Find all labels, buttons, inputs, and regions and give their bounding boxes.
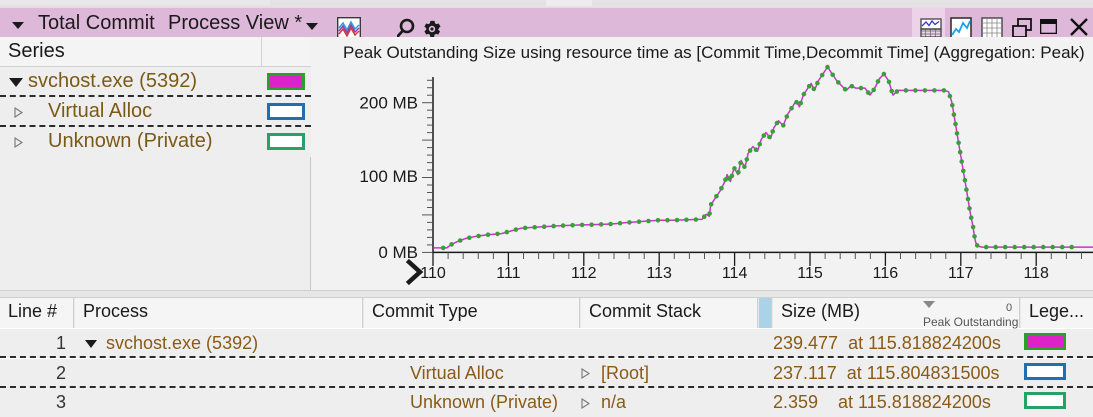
svg-text:110: 110 — [420, 265, 446, 282]
svg-text:117: 117 — [948, 265, 974, 282]
svg-text:115: 115 — [797, 265, 823, 282]
svg-text:112: 112 — [571, 265, 597, 282]
svg-text:113: 113 — [646, 265, 672, 282]
svg-text:0 MB: 0 MB — [378, 243, 418, 262]
svg-text:116: 116 — [873, 265, 899, 282]
svg-text:118: 118 — [1023, 265, 1049, 282]
svg-text:111: 111 — [496, 265, 520, 282]
svg-text:100 MB: 100 MB — [359, 167, 418, 186]
svg-text:114: 114 — [722, 265, 748, 282]
svg-text:200 MB: 200 MB — [359, 93, 418, 112]
